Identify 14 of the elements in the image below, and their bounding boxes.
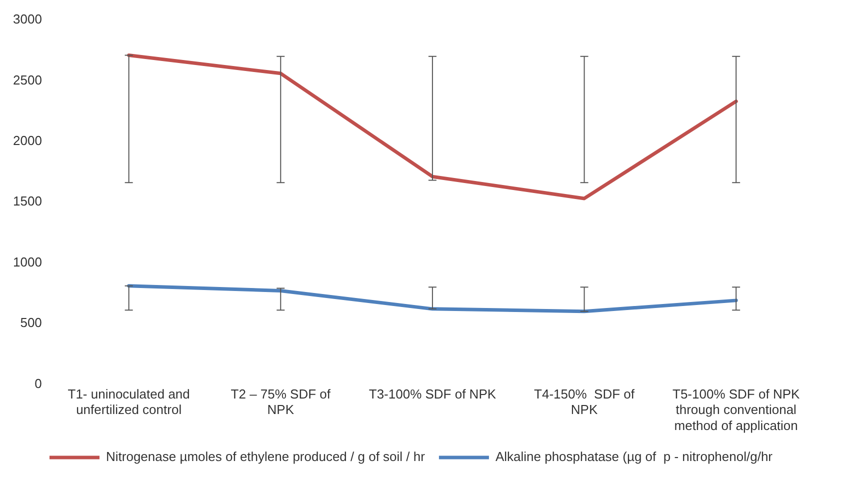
x-tick-label: T3-100% SDF of NPK	[368, 386, 496, 402]
y-tick-label: 2500	[13, 72, 42, 88]
y-tick-label: 3000	[13, 12, 42, 27]
legend-label: Alkaline phosphatase (µg of p - nitrophenol/g/hr	[495, 449, 774, 464]
y-tick-label: 0	[34, 376, 42, 391]
x-tick-label: T4-150% SDF of NPK	[534, 386, 635, 418]
x-tick-label: T1- uninoculated and unfertilized control	[68, 386, 190, 418]
x-tick-label: T5-100% SDF of NPK through conventional method of application	[672, 386, 800, 433]
y-tick-label: 1500	[13, 194, 42, 209]
y-tick-label: 2000	[13, 132, 42, 148]
x-tick-label: T2 – 75% SDF of NPK	[230, 386, 331, 418]
legend-label: Nitrogenase µmoles of ethylene produced / g of soil / hr	[106, 449, 426, 464]
y-tick-label: 1000	[13, 254, 42, 270]
y-tick-label: 500	[20, 315, 42, 330]
